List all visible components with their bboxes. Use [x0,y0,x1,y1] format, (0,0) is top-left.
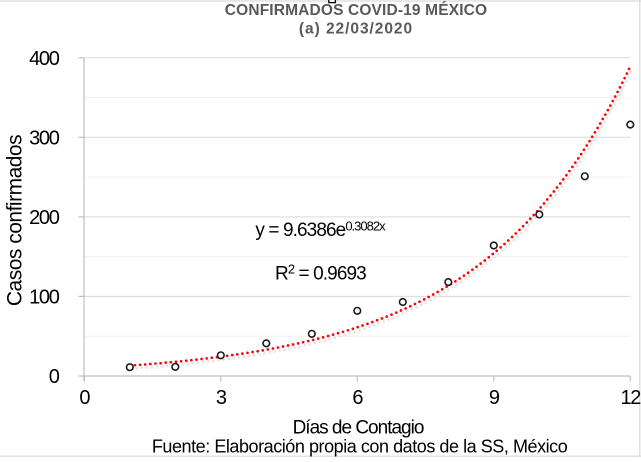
svg-text:CONFIRMADOS COVID-19 MÉXICO: CONFIRMADOS COVID-19 MÉXICO [225,2,487,19]
svg-text:R2 = 0.9693: R2 = 0.9693 [275,262,366,285]
svg-text:6: 6 [352,387,363,409]
svg-text:3: 3 [216,387,227,409]
svg-text:100: 100 [29,287,60,309]
svg-text:Días de Contagio: Días de Contagio [293,418,424,439]
svg-text:(a) 22/03/2020: (a) 22/03/2020 [299,21,413,38]
svg-text:12: 12 [620,387,641,409]
svg-text:200: 200 [29,207,60,229]
svg-text:400: 400 [29,48,60,70]
svg-text:Casos confirmados: Casos confirmados [4,135,27,306]
svg-text:0: 0 [49,366,60,388]
svg-text:Fuente: Elaboración propia con: Fuente: Elaboración propia con datos de … [152,437,568,457]
svg-text:9: 9 [489,387,500,409]
svg-text:0: 0 [79,387,90,409]
svg-text:300: 300 [29,128,60,150]
